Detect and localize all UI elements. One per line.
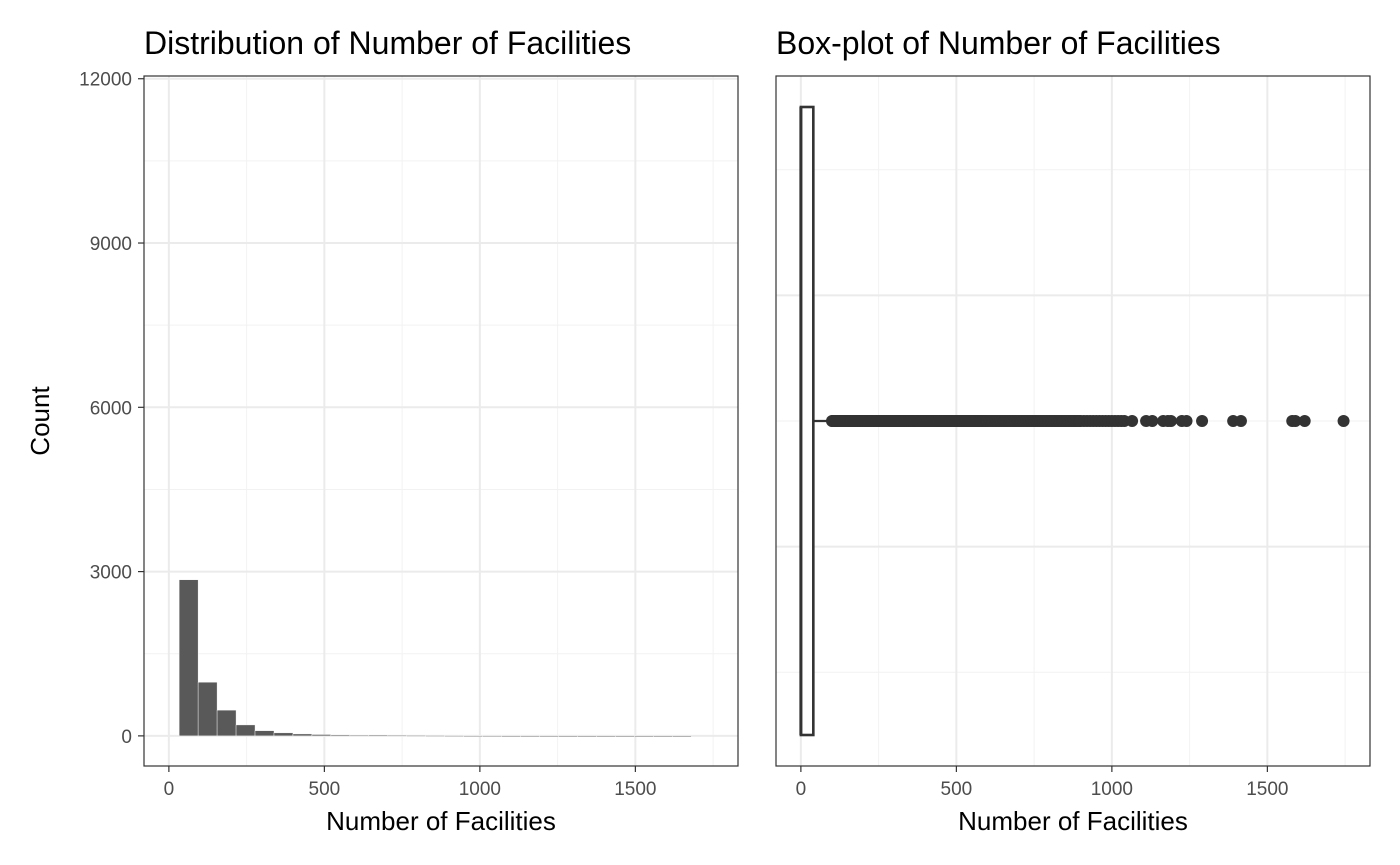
histogram-bar <box>330 734 351 737</box>
histogram-bar <box>653 735 673 737</box>
boxplot-outlier <box>1298 415 1311 427</box>
histogram-bar <box>235 724 256 737</box>
boxplot-panel <box>775 75 1371 767</box>
histogram-grid <box>144 76 738 766</box>
histogram-y-tick-label: 0 <box>121 727 132 748</box>
histogram-bar <box>634 735 654 737</box>
boxplot-box <box>799 105 815 737</box>
histogram-bar <box>482 735 502 737</box>
histogram-bar <box>463 735 483 737</box>
histogram-y-tick-label: 3000 <box>90 563 132 584</box>
histogram-y-tick-label: 12000 <box>79 70 132 91</box>
boxplot-outlier <box>1337 415 1350 427</box>
boxplot-outlier <box>1164 415 1177 427</box>
histogram-bar <box>444 735 464 737</box>
histogram-bar <box>368 735 389 737</box>
histogram-x-tick-label: 500 <box>309 779 341 800</box>
boxplot-outlier <box>1146 415 1159 427</box>
histogram-x-tick-label: 1000 <box>459 779 501 800</box>
histogram-bar <box>558 735 578 737</box>
histogram-bar <box>387 735 407 737</box>
boxplot-ticks: 0 500 1000 1500 <box>796 766 1289 800</box>
histogram-title: Distribution of Number of Facilities <box>144 25 631 61</box>
histogram-y-tick-label: 9000 <box>90 234 132 255</box>
boxplot-outlier <box>1180 415 1193 427</box>
histogram-bar <box>311 734 332 737</box>
histogram-ticks: 0 500 1000 1500 0 3000 6000 9000 12000 <box>79 70 656 800</box>
boxplot-outlier <box>1234 415 1247 427</box>
boxplot-outlier <box>1126 415 1139 427</box>
boxplot-x-tick-label: 0 <box>796 779 807 800</box>
histogram-bar <box>292 733 313 737</box>
boxplot-outlier <box>1196 415 1209 427</box>
histogram-x-tick-label: 1500 <box>614 779 656 800</box>
boxplot-outlier <box>1289 415 1302 427</box>
histogram-bar <box>596 735 616 737</box>
histogram-bar <box>520 735 540 737</box>
histogram-bar <box>406 735 426 737</box>
boxplot-title: Box-plot of Number of Facilities <box>776 25 1221 61</box>
histogram-panel <box>143 75 739 767</box>
boxplot-marks <box>799 105 1350 737</box>
histogram-bar <box>197 682 218 737</box>
histogram-bar <box>349 735 370 737</box>
histogram-y-axis-title: Count <box>25 386 55 456</box>
histogram-bar <box>425 735 445 737</box>
histogram-bar <box>254 730 275 737</box>
boxplot-x-tick-label: 1000 <box>1091 779 1133 800</box>
histogram-bar <box>178 579 199 737</box>
histogram-bar <box>501 735 521 737</box>
histogram-bars <box>178 579 692 737</box>
histogram-x-axis-title: Number of Facilities <box>326 806 556 836</box>
histogram-bar <box>672 735 692 737</box>
boxplot-x-tick-label: 500 <box>941 779 973 800</box>
histogram-bar <box>273 732 294 737</box>
boxplot-x-axis-title: Number of Facilities <box>958 806 1188 836</box>
histogram-x-tick-label: 0 <box>164 779 175 800</box>
histogram-bar <box>539 735 559 737</box>
histogram-bar <box>615 735 635 737</box>
histogram-bar <box>577 735 597 737</box>
histogram-bar <box>216 709 237 737</box>
boxplot-x-tick-label: 1500 <box>1246 779 1288 800</box>
histogram-y-tick-label: 6000 <box>90 398 132 419</box>
